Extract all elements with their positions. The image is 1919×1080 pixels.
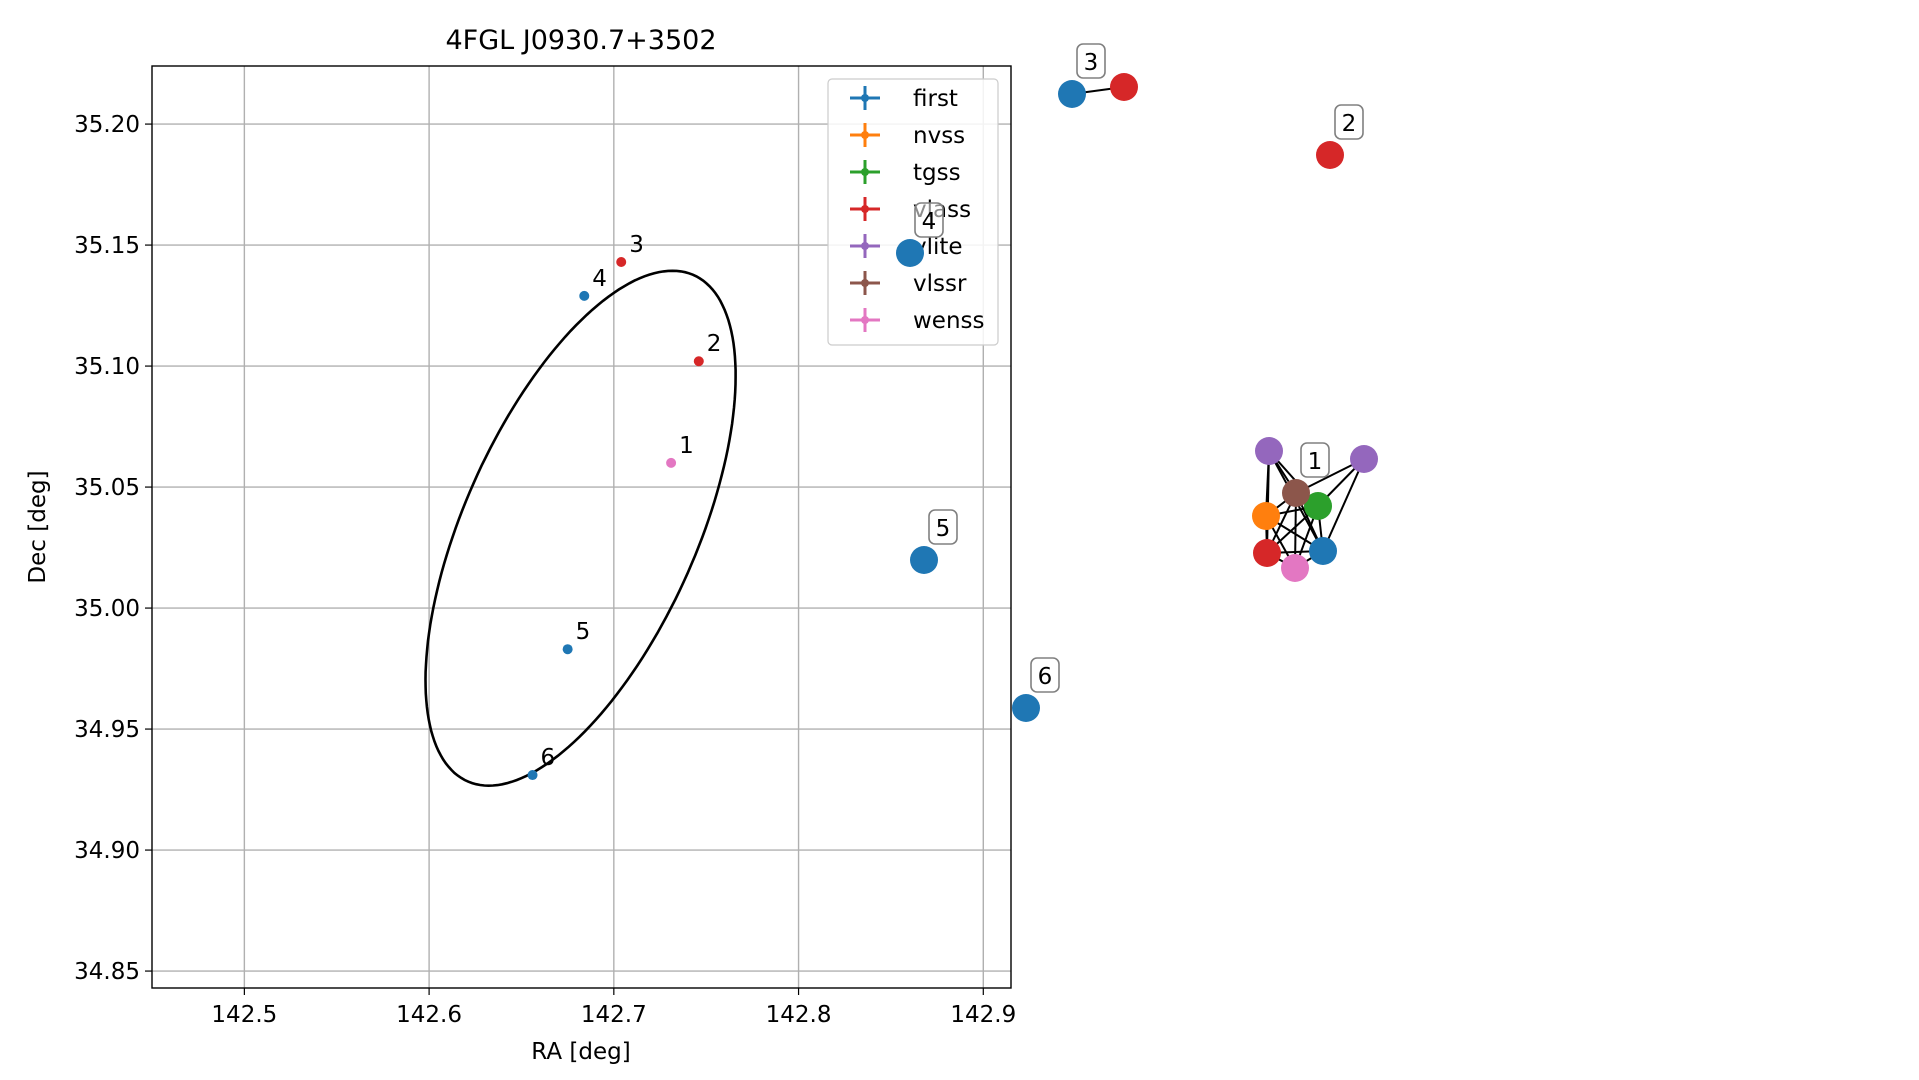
graph-edge xyxy=(1322,458,1365,552)
x-tick-label: 142.8 xyxy=(766,1002,832,1028)
x-tick-label: 142.9 xyxy=(950,1002,1016,1028)
node-label-box xyxy=(928,509,958,545)
graph-node xyxy=(1350,445,1378,473)
node-label-box xyxy=(1300,442,1330,478)
legend-label: vlssr xyxy=(913,271,967,297)
graph-nodes xyxy=(896,73,1378,722)
data-points: 1 2 34 5 6 xyxy=(527,232,722,781)
y-tick-label: 35.05 xyxy=(74,475,140,501)
data-point xyxy=(562,644,573,655)
legend-marker xyxy=(861,205,869,213)
graph-node xyxy=(1253,539,1281,567)
x-tick-label: 142.5 xyxy=(211,1002,277,1028)
legend-marker xyxy=(861,94,869,102)
node-label: 2 xyxy=(1342,111,1357,137)
graph-node xyxy=(1304,492,1332,520)
y-tick-label: 35.15 xyxy=(74,233,140,259)
data-point xyxy=(616,257,627,268)
graph-node xyxy=(1058,80,1086,108)
legend-box xyxy=(827,78,999,346)
node-label: 3 xyxy=(1084,50,1099,76)
graph-node xyxy=(1309,537,1337,565)
legend-marker xyxy=(861,168,869,176)
plot-frame xyxy=(151,65,1012,989)
x-tick-label: 142.6 xyxy=(396,1002,462,1028)
chart-title: 4FGL J0930.7+3502 xyxy=(445,25,716,56)
point-label: 4 xyxy=(592,266,607,292)
legend-label: first xyxy=(913,86,958,112)
x-axis-ticks: 142.5 142.6 142.7 142.8 142.9 xyxy=(211,988,1016,1028)
node-label: 5 xyxy=(936,516,951,542)
point-label: 3 xyxy=(629,232,644,258)
legend-marker xyxy=(861,242,869,250)
x-tick-label: 142.7 xyxy=(581,1002,647,1028)
point-label: 5 xyxy=(576,619,591,645)
graph-node xyxy=(1110,73,1138,101)
graph-node xyxy=(1316,141,1344,169)
network-graph: 3 2 4 5 6 1 xyxy=(896,43,1378,722)
legend-marker xyxy=(861,316,869,324)
y-tick-label: 34.90 xyxy=(74,838,140,864)
legend-label: tgss xyxy=(913,160,961,186)
node-label-box xyxy=(1076,43,1106,79)
graph-node xyxy=(1255,437,1283,465)
graph-node xyxy=(896,239,924,267)
graph-node-labels: 3 2 4 5 6 1 xyxy=(914,43,1364,693)
y-axis-ticks: 34.85 34.90 34.95 35.00 35.05 35.10 35.15 35.20 xyxy=(74,112,152,985)
point-label: 2 xyxy=(707,331,722,357)
legend-label: nvss xyxy=(913,123,965,149)
legend: firstnvsstgssvlassvlitevlssrwenss xyxy=(827,78,999,346)
x-axis-label: RA [deg] xyxy=(531,1039,630,1065)
y-tick-label: 34.95 xyxy=(74,717,140,743)
y-tick-label: 35.10 xyxy=(74,354,140,380)
legend-marker xyxy=(861,131,869,139)
point-label: 1 xyxy=(679,433,694,459)
y-axis-label: Dec [deg] xyxy=(25,470,51,583)
node-label-box xyxy=(1030,657,1060,693)
point-label: 6 xyxy=(541,745,556,771)
data-point xyxy=(693,356,704,367)
node-label: 1 xyxy=(1308,449,1323,475)
graph-node xyxy=(1282,479,1310,507)
graph-node xyxy=(1281,554,1309,582)
node-label: 6 xyxy=(1038,664,1053,690)
y-tick-label: 35.00 xyxy=(74,596,140,622)
graph-node xyxy=(1252,502,1280,530)
y-tick-label: 34.85 xyxy=(74,959,140,985)
error-ellipse xyxy=(424,269,737,788)
graph-node xyxy=(1012,694,1040,722)
node-label-box xyxy=(914,202,944,238)
legend-marker xyxy=(861,279,869,287)
data-point xyxy=(666,457,677,468)
y-tick-label: 35.20 xyxy=(74,112,140,138)
data-point xyxy=(527,770,538,781)
node-label-box xyxy=(1334,104,1364,140)
node-label: 4 xyxy=(922,209,937,235)
legend-label: wenss xyxy=(913,308,985,334)
data-point xyxy=(579,290,590,301)
graph-node xyxy=(910,546,938,574)
